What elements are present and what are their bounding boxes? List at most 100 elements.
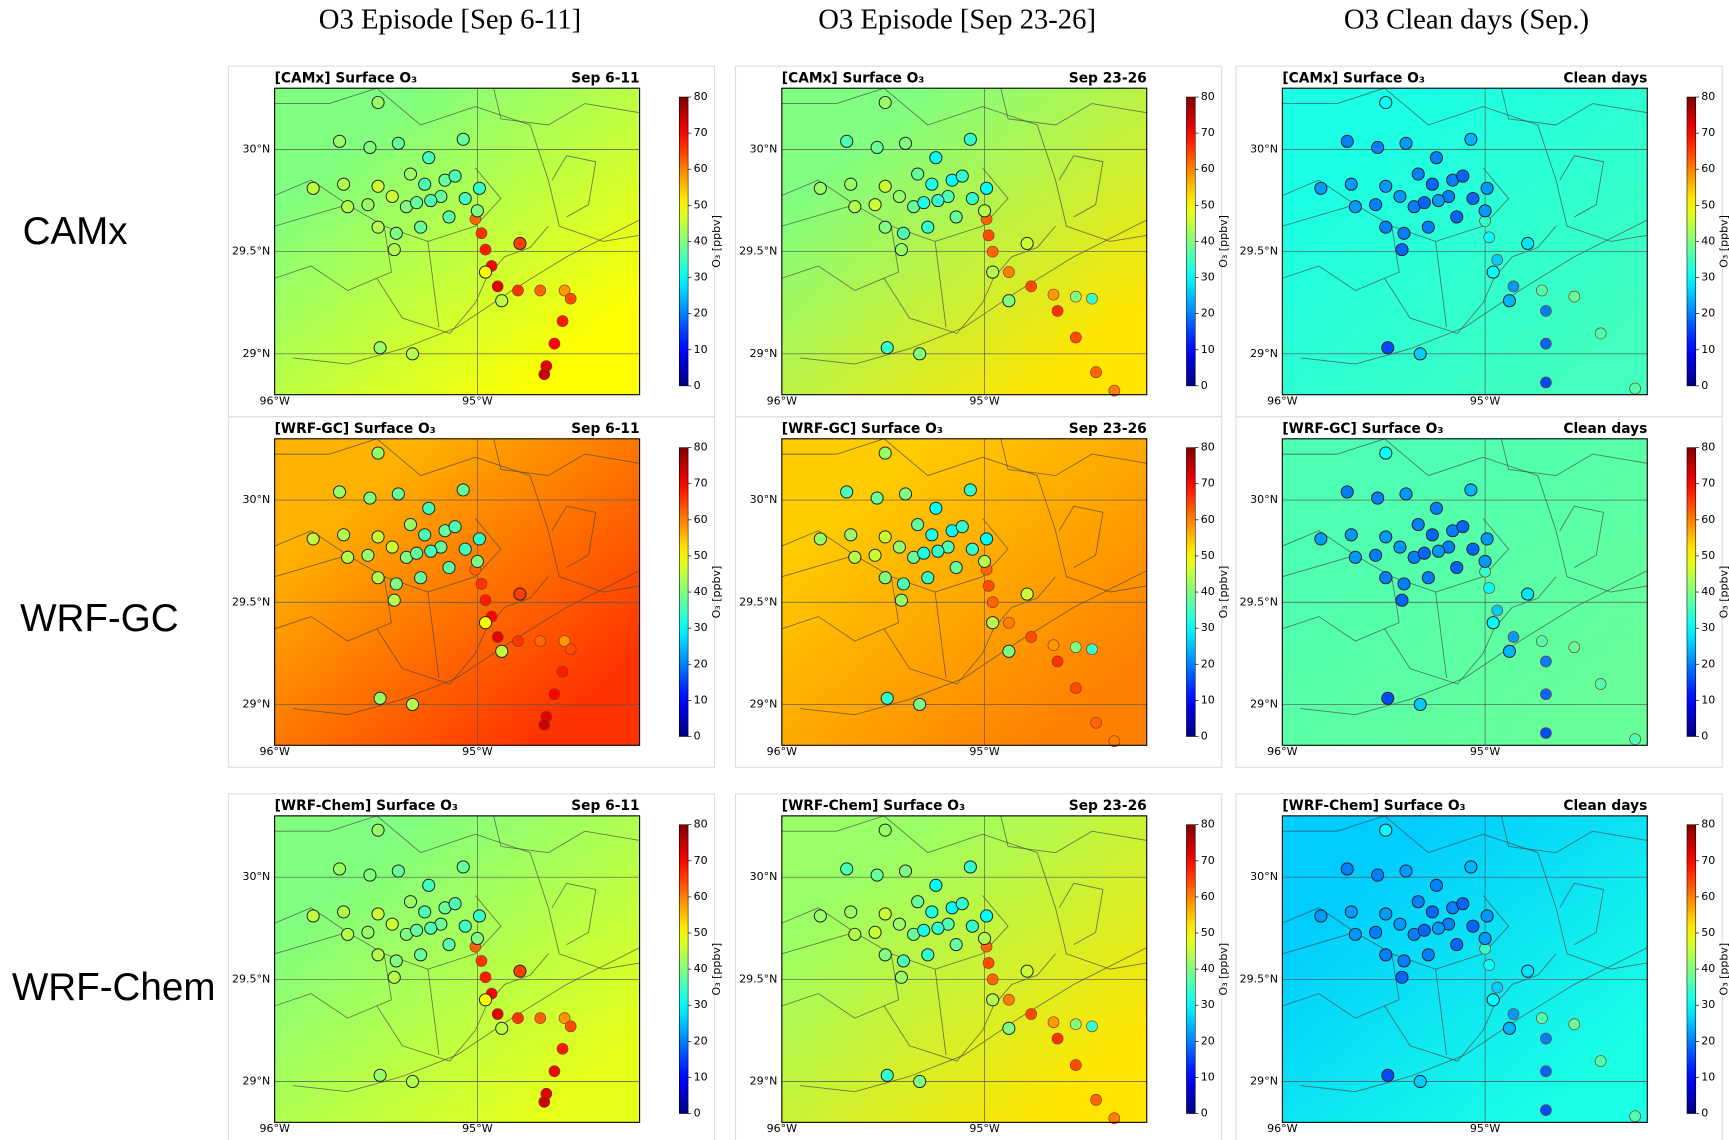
track-point <box>534 1012 547 1024</box>
panel-frame <box>1235 793 1723 1140</box>
colorbar-tick-label: 60 <box>1201 513 1215 526</box>
site-point <box>844 905 858 919</box>
boundary <box>1282 265 1495 334</box>
site-point <box>341 200 355 214</box>
site-point <box>1369 548 1383 562</box>
track-point <box>479 594 492 607</box>
track-point <box>558 1012 571 1024</box>
colorbar-tick-label: 70 <box>694 854 708 867</box>
site-point <box>1393 540 1407 554</box>
boundary <box>1493 953 1557 1007</box>
track-point <box>1086 643 1098 656</box>
site-point <box>403 167 418 181</box>
colorbar-tick-label: 0 <box>694 379 701 392</box>
site-point <box>1002 1021 1016 1035</box>
site-point <box>921 571 935 585</box>
boundary <box>1282 931 1356 955</box>
track-point <box>1047 288 1060 301</box>
track-point <box>548 1065 561 1078</box>
colorbar-tick-label: 70 <box>694 126 708 139</box>
boundary <box>292 947 640 1093</box>
panel-title: [WRF-GC] Surface O₃ <box>782 421 943 437</box>
lat-label: 30°N <box>750 143 778 156</box>
lat-label: 30°N <box>750 870 778 883</box>
boundary <box>781 616 994 685</box>
lon-label: 95°W <box>1470 394 1501 407</box>
map-border <box>1281 438 1648 746</box>
panel-label: Sep 6-11 <box>571 70 639 86</box>
boundary <box>493 815 640 854</box>
boundary <box>934 591 947 678</box>
panel-title: [CAMx] Surface O₃ <box>275 70 418 86</box>
site-point <box>949 210 963 224</box>
boundary <box>1559 155 1604 218</box>
site-point <box>813 909 827 923</box>
row-label: WRF-GC <box>20 597 179 640</box>
colorbar-tick-label: 50 <box>694 198 708 211</box>
boundary <box>1500 438 1648 477</box>
colorbar-tick-label: 30 <box>1701 998 1715 1011</box>
site-point <box>1425 177 1439 191</box>
site-point <box>913 697 927 711</box>
site-point <box>1314 181 1328 195</box>
lon-label: 95°W <box>1470 1122 1501 1135</box>
boundary <box>993 225 1056 279</box>
colorbar-tick-label: 10 <box>1201 693 1215 706</box>
site-point <box>1478 204 1492 218</box>
track-point <box>558 284 571 297</box>
panel-label: Clean days <box>1563 798 1647 814</box>
site-point <box>403 895 418 909</box>
colorbar-tick-label: 80 <box>694 818 708 831</box>
track-point <box>986 245 999 258</box>
colorbar-tick-label: 0 <box>1701 379 1708 392</box>
panel-title: [CAMx] Surface O₃ <box>1282 70 1425 86</box>
site-point <box>1314 532 1328 546</box>
site-point <box>513 587 527 601</box>
site-point <box>337 177 351 191</box>
track-point <box>1108 1112 1121 1125</box>
map-border <box>274 438 641 746</box>
site-point <box>1397 954 1411 968</box>
map-panel: 29°N 29.5°N 30°N 96°W 95°W [WRF-Chem] Surface… <box>734 793 1230 1140</box>
site-point <box>925 528 939 542</box>
site-point <box>1369 198 1383 212</box>
lon-label: 95°W <box>462 745 493 758</box>
panel-frame <box>227 793 716 1140</box>
model-field <box>274 88 640 395</box>
boundary <box>883 226 900 279</box>
site-point <box>1344 177 1358 191</box>
site-point <box>389 954 403 968</box>
colorbar-tick-label: 20 <box>1701 307 1715 320</box>
boundary <box>1500 88 1648 126</box>
site-point <box>472 909 486 923</box>
site-point <box>403 518 418 532</box>
track-point <box>556 315 569 327</box>
boundary <box>883 576 900 630</box>
site-point <box>980 532 994 546</box>
site-point <box>371 948 385 962</box>
site-point <box>470 204 484 218</box>
colorbar-tick-label: 40 <box>694 234 708 247</box>
site-point <box>1340 134 1354 148</box>
colorbar-tick-label: 50 <box>1701 198 1715 211</box>
track-point <box>475 227 488 240</box>
colorbar-tick-label: 30 <box>1201 271 1215 284</box>
track-point <box>1568 1018 1581 1031</box>
colorbar-tick-label: 60 <box>1201 890 1215 903</box>
lon-label: 96°W <box>1267 745 1298 758</box>
site-point <box>880 1068 894 1082</box>
boundary <box>1555 530 1648 593</box>
colorbar-tick-label: 40 <box>1201 585 1215 598</box>
site-point <box>1381 1068 1395 1082</box>
site-point <box>418 528 432 542</box>
site-point <box>1399 864 1413 878</box>
boundary <box>934 969 947 1055</box>
boundary <box>1055 180 1147 242</box>
site-point <box>963 860 977 874</box>
site-point <box>1502 294 1516 308</box>
track-point <box>982 229 995 242</box>
site-point <box>422 501 436 515</box>
site-point <box>1381 691 1395 705</box>
site-point <box>1480 532 1494 546</box>
